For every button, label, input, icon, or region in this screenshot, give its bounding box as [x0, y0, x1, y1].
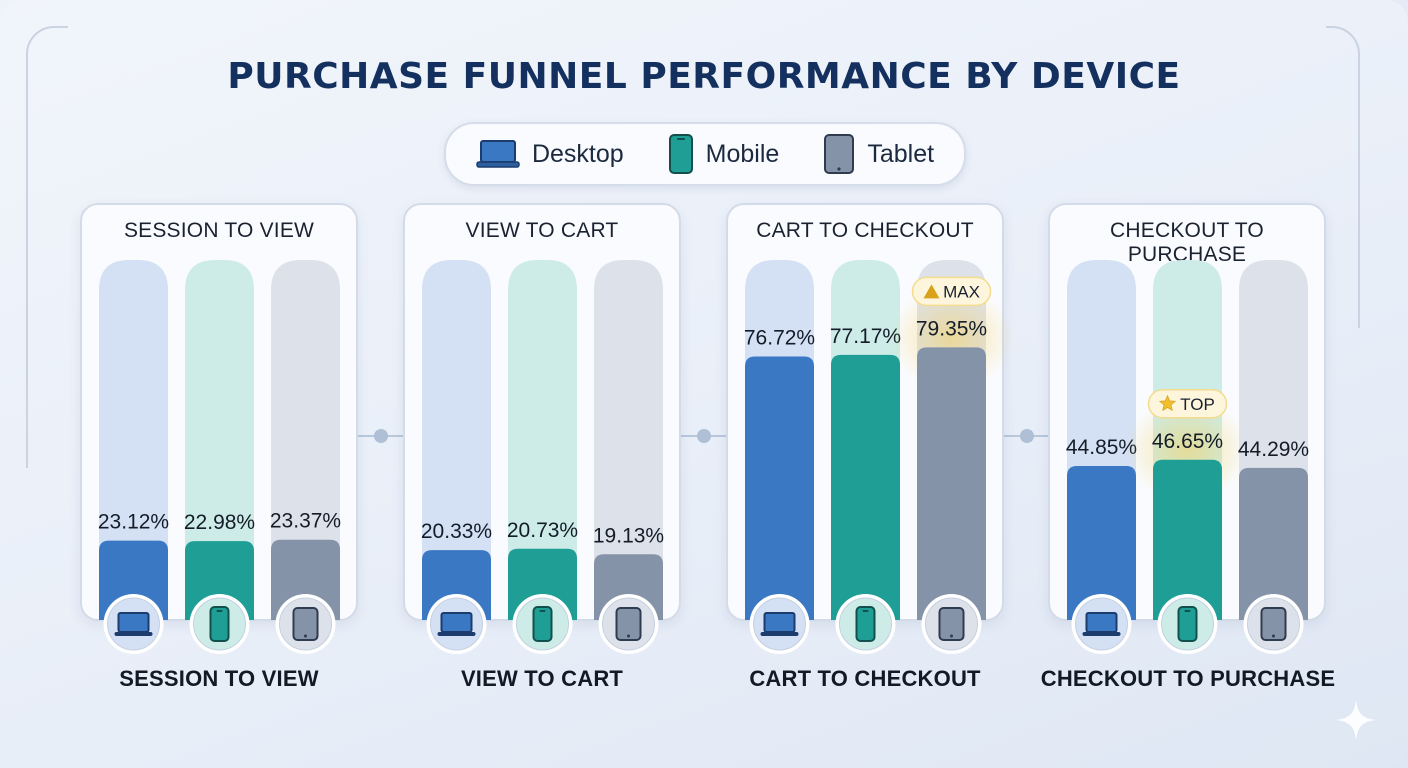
panel-connector [1004, 429, 1050, 443]
laptop-icon [476, 139, 520, 169]
decorative-line-left [26, 26, 68, 468]
legend-label-desktop: Desktop [531, 139, 624, 168]
stage-panel-cart-to-checkout: CART TO CHECKOUT [726, 203, 1004, 621]
laptop-base-icon [1082, 632, 1121, 636]
panel-connector [681, 429, 727, 443]
stage-bottom-label: CHECKOUT TO PURCHASE [1040, 666, 1336, 691]
stage-title: CHECKOUT TO PURCHASE [1110, 219, 1264, 266]
stage-panel-checkout-to-purchase: CHECKOUT TO PURCHASE [1048, 203, 1326, 621]
legend-label-mobile: Mobile [705, 139, 780, 168]
chart-title: PURCHASE FUNNEL PERFORMANCE BY DEVICE [227, 56, 1181, 97]
legend-item-tablet: Tablet [823, 134, 934, 174]
stage-title: VIEW TO CART [465, 219, 619, 242]
legend: Desktop Mobile Tablet [444, 122, 966, 186]
stage-bottom-label: VIEW TO CART [460, 666, 624, 691]
stage-bottom-label: SESSION TO VIEW [119, 666, 319, 691]
legend-label-tablet: Tablet [867, 139, 935, 168]
stage-title: SESSION TO VIEW [123, 219, 315, 242]
laptop-base-icon [114, 632, 153, 636]
laptop-base-icon [437, 632, 476, 636]
tablet-button-icon [627, 634, 630, 638]
stage-title: CART TO CHECKOUT [756, 219, 974, 242]
tablet-button-icon [950, 634, 953, 638]
legend-item-mobile: Mobile [668, 134, 780, 174]
legend-item-desktop: Desktop [476, 139, 624, 169]
phone-icon [668, 134, 694, 174]
stage-bottom-label: CART TO CHECKOUT [749, 666, 981, 691]
tablet-icon [823, 134, 855, 174]
laptop-base-icon [760, 632, 799, 636]
tablet-button-icon [304, 634, 307, 638]
stage-panel-view-to-cart: VIEW TO CART [403, 203, 681, 621]
stage-panel-session-to-view: SESSION TO VIEW [80, 203, 358, 621]
panel-connector [358, 429, 404, 443]
sparkle-icon [1336, 700, 1376, 740]
tablet-button-icon [1272, 634, 1275, 638]
